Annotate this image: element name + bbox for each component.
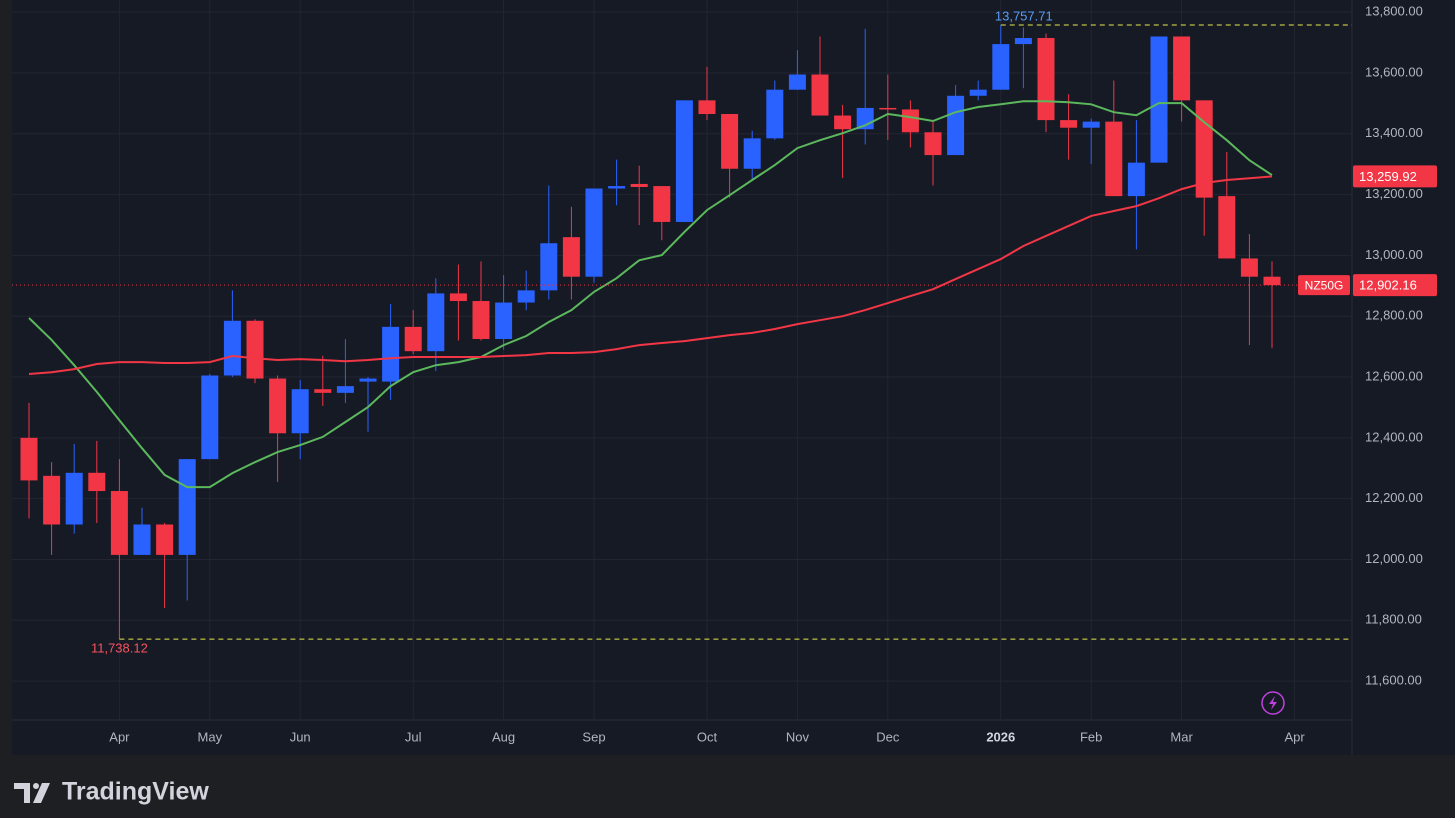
candle-body <box>969 89 987 96</box>
candle-body <box>404 326 422 352</box>
y-tick-label: 12,200.00 <box>1365 490 1423 505</box>
candle-body <box>1263 276 1281 286</box>
candle-body <box>1173 36 1191 101</box>
y-tick-label: 12,800.00 <box>1365 308 1423 323</box>
candle-body <box>246 320 264 379</box>
candle-body <box>269 378 287 434</box>
candle-body <box>314 389 332 393</box>
x-tick-label: Feb <box>1080 729 1102 744</box>
last-price-label: 12,902.16 <box>1359 278 1417 293</box>
candle-body <box>88 472 106 492</box>
candle-body <box>834 115 852 130</box>
candle-body <box>788 74 806 90</box>
y-tick-label: 12,000.00 <box>1365 551 1423 566</box>
ma-label: 13,259.92 <box>1359 169 1417 184</box>
candle-body <box>1082 121 1100 128</box>
candle-body <box>1218 196 1236 259</box>
moving-average-line <box>28 100 1273 489</box>
candle-body <box>359 378 377 382</box>
candle-body <box>675 100 693 222</box>
candle-body <box>178 459 196 555</box>
candle-body <box>336 386 354 393</box>
candle-body <box>472 301 490 340</box>
candle-body <box>223 320 241 376</box>
brand-name: TradingView <box>62 778 209 806</box>
y-tick-label: 13,800.00 <box>1365 4 1423 19</box>
candle-body <box>562 237 580 277</box>
high-label: 13,757.71 <box>995 8 1053 23</box>
candle-body <box>608 186 626 189</box>
x-tick-label: Sep <box>582 729 605 744</box>
candle-body <box>427 293 445 352</box>
candle-body <box>495 302 513 340</box>
x-tick-label: Apr <box>109 729 130 744</box>
x-tick-label: May <box>198 729 223 744</box>
alert-icon[interactable] <box>1261 691 1285 715</box>
candle-body <box>156 524 174 555</box>
last-price-badge <box>1353 274 1437 297</box>
candle-body <box>992 44 1010 90</box>
candle-body <box>1105 121 1123 197</box>
moving-average-line <box>28 175 1273 375</box>
candle-body <box>1240 258 1258 277</box>
x-tick-label: Nov <box>786 729 810 744</box>
candle-body <box>901 109 919 133</box>
candle-body <box>1127 162 1145 197</box>
candle-body <box>449 293 467 302</box>
y-tick-label: 13,600.00 <box>1365 64 1423 79</box>
y-tick-label: 13,000.00 <box>1365 247 1423 262</box>
candle-body <box>133 524 151 555</box>
alert-bolt <box>1269 696 1277 710</box>
candle-body <box>540 243 558 291</box>
brand-logo <box>14 783 50 803</box>
candle-body <box>201 375 219 460</box>
x-tick-label: Dec <box>876 729 900 744</box>
candle-body <box>585 188 603 277</box>
candle-body <box>1060 120 1078 128</box>
candle-body <box>291 389 309 434</box>
y-tick-label: 12,400.00 <box>1365 429 1423 444</box>
candle-body <box>43 475 61 525</box>
x-tick-label: Jul <box>405 729 422 744</box>
x-tick-label: 2026 <box>986 729 1015 744</box>
y-tick-label: 11,800.00 <box>1365 612 1422 627</box>
candle-body <box>766 89 784 139</box>
y-tick-label: 13,200.00 <box>1365 186 1423 201</box>
candle-body <box>743 138 761 169</box>
brand-logo-dot <box>33 783 39 789</box>
symbol-label: NZ50G <box>1305 278 1344 292</box>
candle-body <box>65 472 83 525</box>
candle-body <box>630 183 648 187</box>
candle-body <box>698 100 716 115</box>
x-tick-label: Jun <box>290 729 311 744</box>
candle-body <box>517 290 535 303</box>
x-tick-label: Aug <box>492 729 515 744</box>
ma-badge <box>1353 165 1437 188</box>
plot: 13,757.71 11,738.12 <box>12 8 1352 656</box>
candle-body <box>1014 38 1032 45</box>
x-tick-label: Apr <box>1284 729 1305 744</box>
candle-body <box>879 107 897 110</box>
low-label: 11,738.12 <box>91 641 148 656</box>
y-tick-label: 12,600.00 <box>1365 368 1423 383</box>
candle-body <box>947 95 965 156</box>
candle-body <box>811 74 829 116</box>
candle-body <box>1037 38 1055 121</box>
x-tick-label: Mar <box>1170 729 1193 744</box>
candle-body <box>721 114 739 169</box>
candle-body <box>110 491 128 555</box>
candle-body <box>924 132 942 156</box>
candle-body <box>382 326 400 382</box>
y-tick-label: 13,400.00 <box>1365 125 1423 140</box>
candle-body <box>20 437 38 481</box>
candle-body <box>1150 36 1168 163</box>
axes: 11,600.00 11,800.00 12,000.00 12,200.00 12,4… <box>109 4 1437 744</box>
candle-body <box>653 186 671 222</box>
y-tick-label: 11,600.00 <box>1365 673 1422 688</box>
x-tick-label: Oct <box>697 729 718 744</box>
symbol-badge <box>1298 275 1350 296</box>
